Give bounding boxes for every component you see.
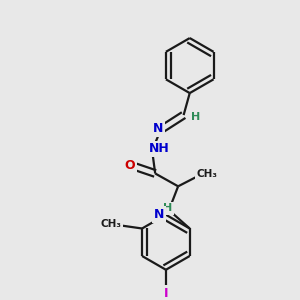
Text: O: O [124, 159, 135, 172]
Text: N: N [153, 122, 164, 135]
Text: NH: NH [148, 142, 169, 155]
Text: I: I [164, 287, 168, 300]
Text: N: N [154, 208, 164, 221]
Text: CH₃: CH₃ [197, 169, 218, 179]
Text: H: H [163, 203, 172, 213]
Text: H: H [190, 112, 200, 122]
Text: CH₃: CH₃ [100, 219, 122, 229]
